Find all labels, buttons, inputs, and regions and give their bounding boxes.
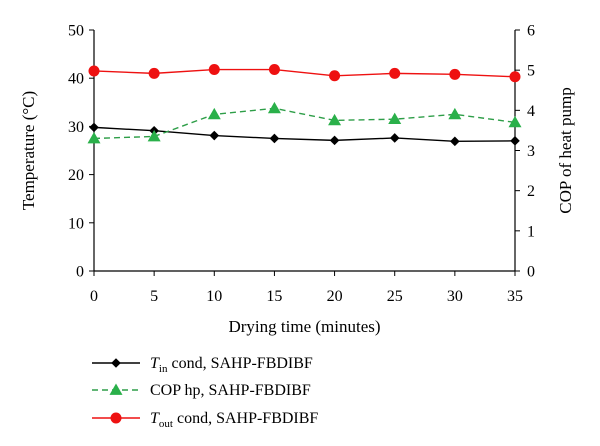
data-point-0-0 [89,122,99,133]
data-point-1-7 [508,115,522,128]
legend-item-0: Tin cond, SAHP-FBDIBF [92,355,313,375]
legend-item-1: COP hp, SAHP-FBDIBF [92,382,311,399]
y-tick-label: 20 [68,167,84,184]
y2-tick-label: 3 [527,143,535,160]
x-tick-label: 35 [507,288,523,305]
series-1 [87,101,522,144]
y2-tick-label: 4 [527,103,535,120]
data-point-1-0 [87,131,101,144]
data-point-1-4 [328,113,342,126]
data-point-1-3 [267,101,281,114]
data-point-1-2 [207,107,221,120]
legend-item-2: Tout cond, SAHP-FBDIBF [92,410,318,430]
data-point-2-5 [389,67,401,79]
series-line-0 [93,126,516,143]
x-tick-label: 20 [327,288,343,305]
y2-tick-label: 1 [527,223,535,240]
data-point-0-7 [510,136,520,146]
x-tick-label: 25 [387,288,403,305]
data-point-1-1 [147,129,161,142]
y2-axis-title: COP of heat pump [556,87,575,213]
y2-tick-label: 5 [527,63,535,80]
x-tick-label: 15 [266,288,282,305]
data-point-1-6 [448,107,462,120]
legend-marker-1 [109,383,123,395]
series-line-1 [93,107,516,140]
y-tick-label: 50 [68,23,84,40]
y-tick-label: 0 [76,264,84,281]
y2-tick-label: 2 [527,183,535,200]
series-line-2 [93,68,516,78]
legend: Tin cond, SAHP-FBDIBF COP hp, SAHP-FBDIBF… [92,355,318,430]
data-point-2-3 [268,64,280,76]
data-point-1-5 [388,112,402,125]
x-tick-label: 0 [90,288,98,305]
legend-label-1: COP hp, SAHP-FBDIBF [150,382,311,399]
y-tick-label: 10 [68,215,84,232]
y-tick-label: 40 [68,71,84,88]
data-point-2-1 [148,67,160,79]
data-point-2-0 [88,65,100,77]
data-point-0-4 [329,135,340,146]
series-layer [87,64,522,147]
y-tick-label: 30 [68,119,84,136]
data-point-2-6 [449,68,461,80]
data-point-2-4 [329,70,341,82]
y2-tick-label: 0 [527,264,535,281]
legend-marker-0 [111,358,121,368]
y2-tick-label: 6 [527,23,535,40]
data-point-0-5 [389,133,400,143]
data-point-0-2 [209,130,220,141]
x-tick-label: 5 [150,288,158,305]
data-point-2-7 [509,71,521,83]
x-axis-title: Drying time (minutes) [228,317,380,336]
legend-marker-2 [110,412,122,424]
legend-label-0: Tin cond, SAHP-FBDIBF [150,355,313,375]
series-2 [88,64,521,83]
y-axis-title: Temperature (°C) [19,91,38,210]
legend-label-2: Tout cond, SAHP-FBDIBF [150,410,318,430]
data-point-0-3 [269,133,280,144]
data-point-2-2 [208,64,220,76]
data-point-0-6 [450,136,460,147]
x-tick-label: 10 [206,288,222,305]
x-tick-label: 30 [447,288,463,305]
